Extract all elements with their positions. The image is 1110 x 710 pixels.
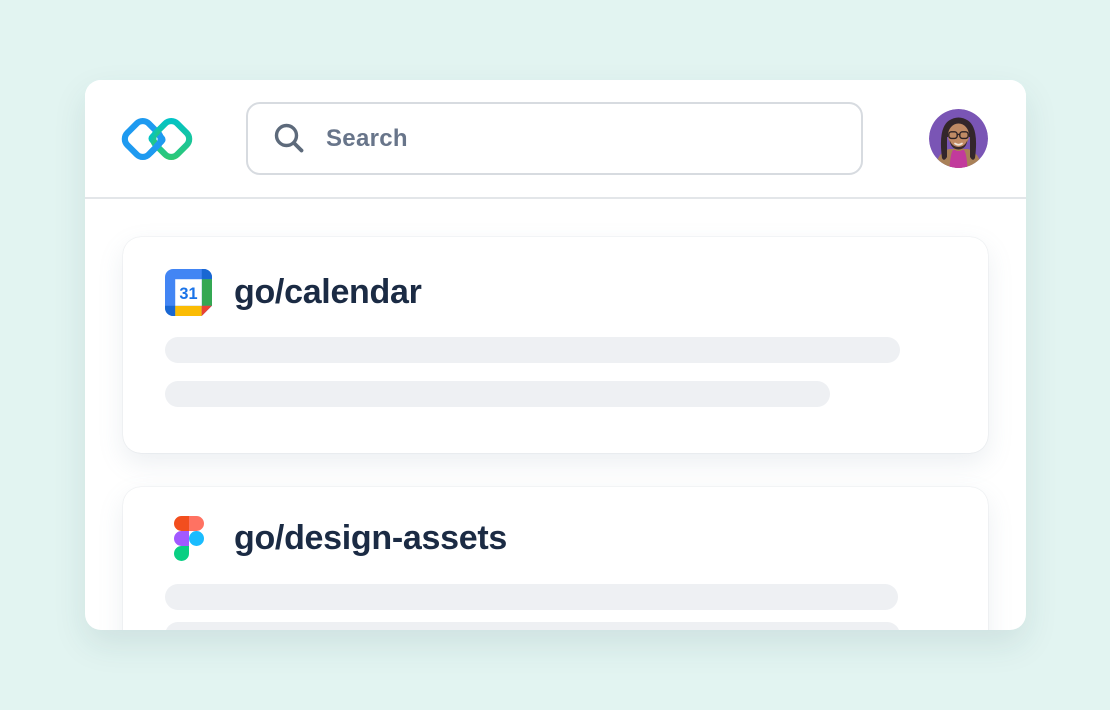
card-title-row: 31 go/calendar (165, 269, 988, 316)
calendar-day-number: 31 (179, 285, 197, 303)
skeleton-line (165, 584, 898, 610)
search-icon (274, 123, 304, 153)
search-input[interactable] (326, 104, 861, 173)
golink-title: go/design-assets (234, 519, 507, 557)
golink-title: go/calendar (234, 273, 422, 311)
search-bar[interactable] (246, 102, 863, 175)
results-list: 31 go/calendar (85, 199, 1026, 630)
user-avatar-photo (929, 109, 988, 168)
skeleton-line (165, 381, 830, 407)
skeleton-line (165, 337, 900, 363)
user-avatar[interactable] (929, 109, 988, 168)
app-window: 31 go/calendar (85, 80, 1026, 630)
header (85, 80, 1026, 199)
golink-card-calendar[interactable]: 31 go/calendar (123, 237, 988, 453)
card-title-row: go/design-assets (165, 515, 988, 562)
golink-card-design-assets[interactable]: go/design-assets (123, 487, 988, 630)
google-calendar-icon: 31 (165, 269, 212, 316)
golinks-logo-icon[interactable] (120, 109, 194, 169)
skeleton-line (165, 622, 900, 630)
figma-icon (165, 515, 212, 562)
